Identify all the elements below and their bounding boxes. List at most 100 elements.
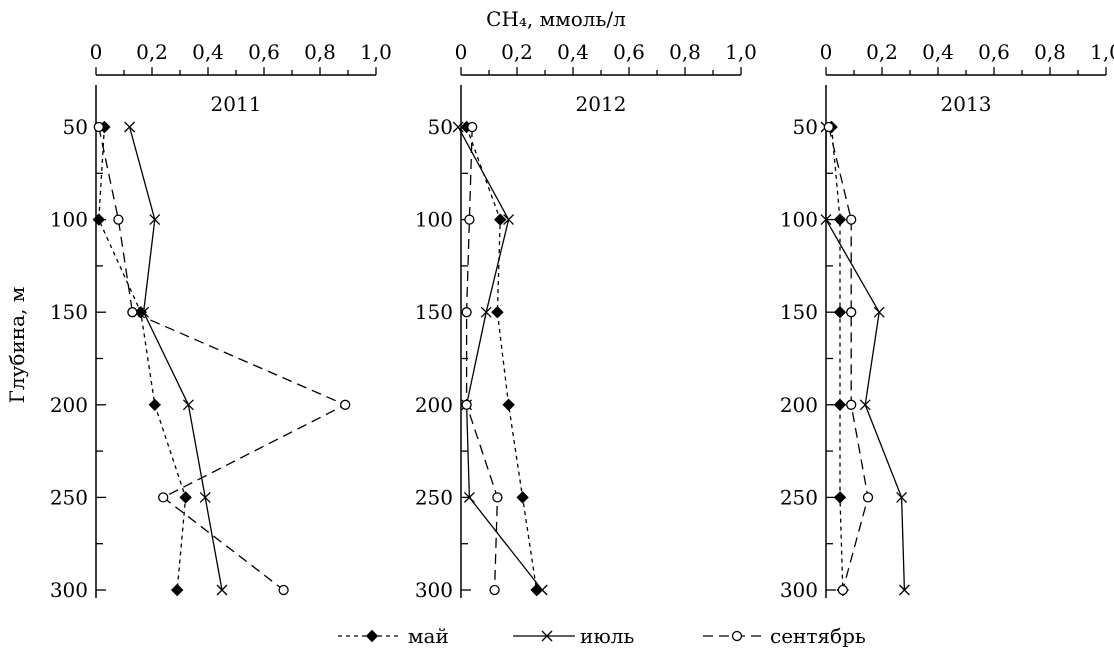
x-tick-label: 0 — [455, 40, 468, 64]
series-сентябрь — [93, 121, 351, 596]
y-tick-label: 100 — [415, 208, 453, 232]
data-point — [489, 584, 500, 596]
panel-year-title: 2012 — [576, 92, 627, 116]
data-point — [837, 584, 848, 596]
legend-item-сентябрь: сентябрь — [703, 624, 866, 648]
data-point — [467, 121, 478, 133]
x-tick-label: 0,4 — [922, 40, 954, 64]
series-line — [98, 126, 347, 591]
x-tick-label: 0,6 — [248, 40, 280, 64]
legend-marker — [541, 630, 553, 642]
data-point — [340, 399, 351, 410]
data-point — [833, 491, 847, 504]
x-tick-label: 0 — [90, 40, 103, 64]
legend-marker — [365, 629, 379, 643]
chart-panel-2012: 0 0,2 0,4 0,6 0,8 1,0 50 100 150 200 250 300 2012 — [415, 40, 757, 602]
data-point — [493, 213, 507, 226]
x-tick-label: 0,8 — [669, 40, 701, 64]
data-point — [502, 398, 515, 412]
x-tick-label: 0,6 — [978, 40, 1010, 64]
legend-label: июль — [580, 624, 634, 648]
data-point — [846, 307, 857, 318]
data-point — [92, 213, 106, 226]
series-line — [825, 127, 906, 591]
data-point — [873, 306, 885, 318]
y-axis-title: Глубина, м — [5, 287, 29, 404]
legend-marker — [731, 630, 743, 642]
x-tick-label: 0,2 — [136, 40, 168, 64]
panel-year-title: 2013 — [941, 92, 992, 116]
y-tick-label: 200 — [415, 393, 453, 417]
data-point — [179, 491, 192, 504]
data-point — [820, 214, 832, 226]
series-июль — [820, 121, 910, 596]
data-point — [503, 214, 515, 226]
y-tick-label: 50 — [63, 115, 88, 139]
x-tick-label: 0,6 — [613, 40, 645, 64]
x-axis-title: CH₄, ммоль/л — [486, 7, 626, 31]
legend-label: сентябрь — [770, 624, 866, 648]
data-point — [278, 584, 289, 596]
data-point — [859, 399, 871, 411]
y-tick-label: 200 — [780, 393, 818, 417]
data-point — [149, 214, 161, 226]
legend-item-май: май — [338, 624, 449, 648]
y-tick-label: 50 — [793, 115, 818, 139]
x-tick-label: 1,0 — [360, 40, 392, 64]
data-point — [536, 584, 548, 596]
chart-panel-2013: 0 0,2 0,4 0,6 0,8 1,0 50 100 150 200 250 300 2013 — [780, 40, 1114, 602]
data-point — [464, 214, 475, 225]
data-point — [846, 214, 857, 225]
y-tick-label: 200 — [50, 393, 88, 417]
series-line — [465, 126, 538, 591]
chart-panel-2011: 0 0,2 0,4 0,6 0,8 1,0 50 100 150 200 250 300 2011 — [50, 40, 392, 602]
y-tick-label: 150 — [780, 300, 818, 324]
data-point — [846, 399, 857, 410]
data-point — [170, 583, 184, 597]
y-tick-label: 150 — [50, 300, 88, 324]
series-line — [828, 126, 869, 591]
y-tick-label: 150 — [415, 300, 453, 324]
data-point — [216, 584, 228, 596]
data-point — [452, 121, 464, 133]
data-point — [896, 491, 908, 503]
data-point — [127, 307, 138, 318]
data-point — [463, 491, 475, 503]
y-tick-label: 100 — [780, 208, 818, 232]
data-point — [124, 121, 136, 133]
chart-panels: 0 0,2 0,4 0,6 0,8 1,0 50 100 150 200 250 300 2011 0 0,… — [50, 40, 1114, 602]
data-point — [833, 398, 847, 412]
series-line — [465, 126, 499, 591]
data-point — [461, 399, 472, 410]
x-tick-label: 0,2 — [866, 40, 898, 64]
data-point — [862, 492, 874, 503]
y-tick-label: 250 — [415, 485, 453, 509]
series-июль — [124, 121, 228, 596]
series-сентябрь — [823, 121, 874, 596]
data-point — [823, 121, 834, 133]
x-tick-label: 0 — [820, 40, 833, 64]
y-tick-label: 250 — [50, 485, 88, 509]
series-line — [457, 126, 543, 591]
series-line — [98, 126, 187, 591]
x-tick-label: 0,8 — [1034, 40, 1066, 64]
x-tick-label: 0,4 — [192, 40, 224, 64]
series-line — [830, 126, 844, 591]
data-point — [480, 306, 492, 318]
data-point — [530, 583, 543, 597]
y-tick-label: 300 — [50, 578, 88, 602]
x-tick-label: 0,8 — [304, 40, 336, 64]
series-май — [460, 120, 543, 597]
data-point — [93, 121, 104, 133]
x-tick-label: 1,0 — [1090, 40, 1114, 64]
data-point — [516, 491, 529, 504]
data-point — [182, 399, 194, 411]
x-tick-label: 1,0 — [725, 40, 757, 64]
y-tick-label: 250 — [780, 485, 818, 509]
data-point — [148, 398, 162, 412]
x-tick-label: 0,4 — [557, 40, 589, 64]
y-tick-label: 300 — [415, 578, 453, 602]
data-point — [199, 491, 211, 503]
